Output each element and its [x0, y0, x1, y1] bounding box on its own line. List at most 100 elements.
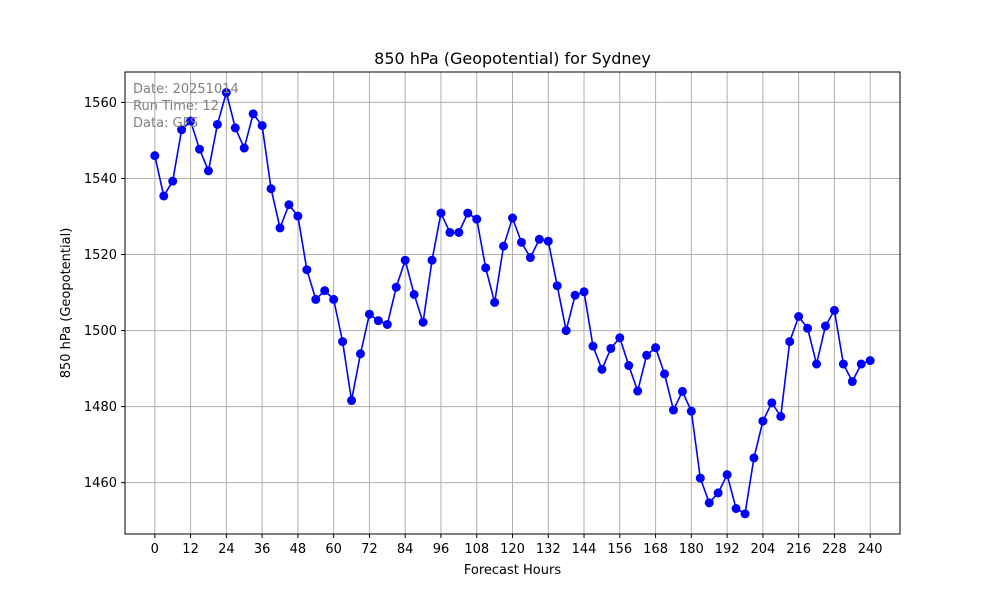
data-point	[516, 237, 526, 247]
data-point	[731, 504, 741, 514]
data-point	[812, 359, 822, 369]
data-point	[508, 213, 517, 223]
data-point	[642, 350, 652, 360]
x-tick-label: 240	[858, 542, 883, 557]
y-tick-label: 1560	[84, 96, 117, 111]
data-point	[409, 289, 419, 299]
grid	[125, 72, 900, 534]
data-point	[713, 488, 723, 498]
data-point	[311, 294, 321, 304]
data-point	[177, 125, 187, 135]
y-axis-label: 850 hPa (Geopotential)	[59, 228, 74, 379]
data-point	[740, 509, 750, 519]
x-axis-label: Forecast Hours	[464, 563, 561, 578]
data-point	[490, 297, 500, 307]
annotation-data-source: Data: GFS	[133, 116, 198, 131]
x-tick-label: 228	[822, 542, 847, 557]
data-point	[364, 309, 374, 319]
data-point	[660, 369, 670, 379]
data-point	[186, 116, 196, 126]
x-tick-label: 144	[572, 542, 597, 557]
data-point	[320, 286, 330, 296]
data-point	[597, 364, 607, 374]
data-point	[856, 359, 866, 369]
x-tick-label: 216	[786, 542, 811, 557]
data-point	[588, 341, 598, 351]
series	[150, 88, 875, 519]
data-point	[820, 321, 830, 331]
data-point	[391, 282, 401, 292]
x-tick-label: 36	[254, 542, 271, 557]
y-tick-label: 1460	[84, 476, 117, 491]
x-tick-label: 48	[290, 542, 307, 557]
annotation-run-time: Run Time: 12	[133, 99, 219, 114]
data-point	[195, 144, 205, 154]
data-point	[338, 337, 348, 347]
x-tick-label: 12	[182, 542, 199, 557]
data-point	[776, 412, 786, 422]
data-point	[552, 281, 562, 291]
data-point	[481, 263, 491, 273]
data-point	[230, 123, 240, 133]
data-point	[329, 294, 339, 304]
data-point	[579, 287, 589, 297]
x-tick-label: 24	[218, 542, 235, 557]
data-point	[203, 166, 213, 176]
x-tick-label: 120	[500, 542, 525, 557]
x-tick-label: 192	[715, 542, 740, 557]
x-tick-label: 168	[643, 542, 668, 557]
data-point	[257, 121, 267, 131]
data-point	[803, 323, 813, 333]
y-tick-label: 1540	[84, 172, 117, 187]
data-point	[150, 151, 160, 161]
data-point	[293, 211, 303, 221]
data-point	[838, 359, 848, 369]
data-point	[686, 406, 696, 416]
data-point	[633, 386, 643, 396]
data-point	[382, 319, 392, 329]
data-point	[767, 398, 777, 408]
data-point	[373, 316, 383, 326]
data-point	[847, 377, 857, 387]
data-point	[829, 305, 839, 315]
data-point	[284, 200, 294, 210]
data-point	[668, 405, 678, 415]
x-tick-label: 96	[433, 542, 450, 557]
data-point	[463, 208, 473, 218]
data-point	[570, 290, 580, 300]
data-point	[561, 326, 571, 336]
x-tick-label: 72	[361, 542, 378, 557]
data-point	[400, 255, 410, 265]
data-point	[239, 143, 249, 153]
data-point	[749, 453, 759, 463]
data-point	[624, 361, 634, 371]
x-tick-label: 180	[679, 542, 704, 557]
data-point	[212, 119, 222, 129]
data-point	[445, 227, 455, 237]
data-point	[865, 356, 875, 366]
x-tick-label: 108	[464, 542, 489, 557]
x-tick-label: 60	[325, 542, 342, 557]
data-point	[722, 470, 732, 480]
data-point	[302, 265, 312, 275]
y-tick-label: 1500	[84, 324, 117, 339]
data-point	[418, 317, 428, 327]
data-point	[695, 473, 705, 483]
data-point	[794, 311, 804, 321]
x-tick-label: 204	[750, 542, 775, 557]
data-point	[677, 386, 687, 396]
annotation-date: Date: 20251014	[133, 82, 239, 97]
data-point	[454, 227, 464, 237]
data-point	[248, 109, 258, 119]
y-tick-label: 1520	[84, 248, 117, 263]
data-point	[347, 396, 357, 406]
data-point	[427, 255, 437, 265]
data-point	[159, 191, 169, 201]
data-point	[606, 343, 616, 353]
plot-frame	[124, 71, 901, 535]
x-axis-ticks: 0 12 24 36 48 60 72 84 96 108 120 132 144 156 168 180 19…	[151, 534, 883, 557]
data-point	[651, 343, 661, 353]
